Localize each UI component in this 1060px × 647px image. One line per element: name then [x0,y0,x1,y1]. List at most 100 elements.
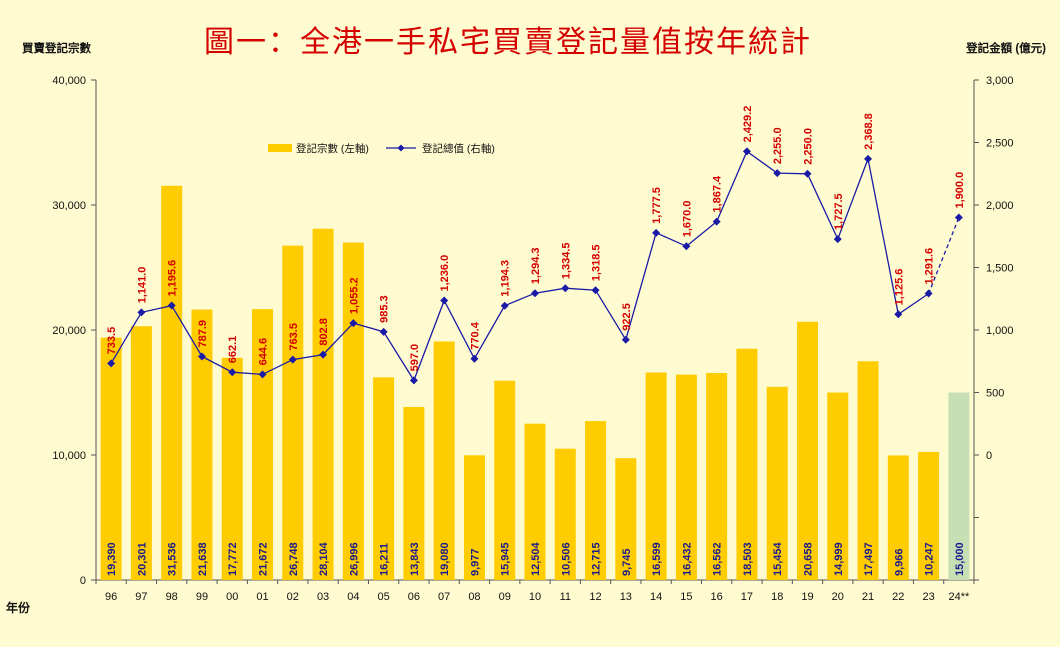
bar-22 [887,455,909,580]
x-tick-label: 10 [529,591,541,603]
bar-label-16: 16,562 [712,542,724,576]
line-point-09 [500,301,509,310]
bar-label-14: 16,599 [651,542,663,576]
line-label-07: 1,236.0 [439,255,451,292]
x-tick-label: 20 [832,591,844,603]
right-tick-label: 2,000 [986,200,1014,212]
bar-19 [796,321,818,580]
chart-title: 圖一：全港一手私宅買賣登記量值按年統計 [204,25,812,60]
line-point-11 [561,284,570,293]
x-tick-label: 96 [105,591,117,603]
bar-label-22: 9,966 [893,548,905,576]
bar-label-18: 15,454 [772,541,784,576]
line-label-21: 2,368.8 [863,113,875,150]
line-point-96 [107,359,116,368]
right-axis-title: 登記金額 (億元) [965,41,1046,55]
line-label-01: 644.6 [258,338,270,366]
bar-label-08: 9,977 [469,548,481,576]
x-tick-label: 02 [287,591,299,603]
bar-label-04: 26,996 [348,542,360,576]
line-label-06: 597.0 [409,344,421,372]
bar-11 [554,448,576,580]
bar-07 [433,341,455,580]
line-point-19 [803,169,812,178]
line-label-15: 1,670.0 [681,201,693,238]
line-point-04 [349,319,358,328]
right-tick-label: 2,500 [986,138,1014,150]
line-label-14: 1,777.5 [651,187,663,224]
bar-18 [766,386,788,580]
bar-label-21: 17,497 [863,542,875,576]
bar-label-05: 16,211 [379,543,391,576]
right-tick-label: 1,000 [986,325,1014,337]
left-axis-title: 買賣登記宗數 [22,41,91,55]
x-tick-label: 18 [771,591,783,603]
line-label-98: 1,195.6 [167,260,179,297]
line-label-04: 1,055.2 [348,277,360,314]
line-label-99: 787.9 [197,320,209,348]
line-point-06 [409,376,418,385]
bar-23 [918,451,940,580]
line-label-11: 1,334.5 [560,242,572,279]
bar-label-15: 16,432 [681,542,693,576]
x-tick-label: 13 [620,591,632,603]
line-label-00: 662.1 [227,336,239,364]
x-tick-label: 00 [226,591,238,603]
x-tick-label: 97 [135,591,147,603]
line-label-19: 2,250.0 [802,128,814,165]
bar-label-02: 26,748 [288,542,300,576]
line-point-01 [258,370,267,379]
bar-04 [342,242,364,581]
bar-label-97: 20,301 [136,542,148,576]
line-label-09: 1,194.3 [500,260,512,297]
line-point-14 [652,228,661,237]
line-point-08 [470,354,479,363]
line-point-21 [864,154,873,163]
bar-21 [857,361,879,580]
line-point-02 [288,355,297,364]
bar-14 [645,372,667,580]
line-label-12: 1,318.5 [591,244,603,281]
bar-label-19: 20,658 [802,542,814,576]
bar-label-98: 31,536 [167,542,179,576]
line-point-07 [440,296,449,305]
line-label-08: 770.4 [469,321,481,349]
bar-08 [463,455,485,580]
line-label-10: 1,294.3 [530,248,542,285]
left-tick-label: 0 [80,575,86,587]
bar-13 [615,458,637,580]
bar-03 [312,228,334,580]
bar-label-09: 15,945 [500,542,512,576]
x-tick-label: 19 [801,591,813,603]
x-tick-label: 07 [438,591,450,603]
bar-24** [948,392,970,580]
bar-05 [373,377,395,580]
line-label-16: 1,867.4 [712,175,724,213]
line-label-18: 2,255.0 [772,127,784,164]
x-tick-label: 12 [589,591,601,603]
x-tick-label: 03 [317,591,329,603]
bar-label-17: 18,503 [742,542,754,576]
x-tick-label: 99 [196,591,208,603]
bar-10 [524,423,546,580]
bar-label-20: 14,999 [833,542,845,576]
line-point-12 [591,286,600,295]
left-tick-label: 30,000 [52,200,86,212]
bar-16 [706,372,728,580]
bar-label-01: 21,672 [258,542,270,576]
x-tick-label: 05 [377,591,389,603]
x-tick-label: 16 [711,591,723,603]
bar-20 [827,392,849,580]
x-tick-label: 15 [680,591,692,603]
legend-bar-swatch [268,144,292,152]
bar-label-10: 12,504 [530,541,542,576]
x-tick-label: 24** [948,591,970,603]
bar-06 [403,406,425,580]
x-tick-label: 22 [892,591,904,603]
x-tick-label: 04 [347,591,359,603]
right-tick-label: 0 [986,450,992,462]
bar-label-07: 19,080 [439,542,451,576]
x-tick-label: 09 [499,591,511,603]
x-tick-label: 01 [256,591,268,603]
